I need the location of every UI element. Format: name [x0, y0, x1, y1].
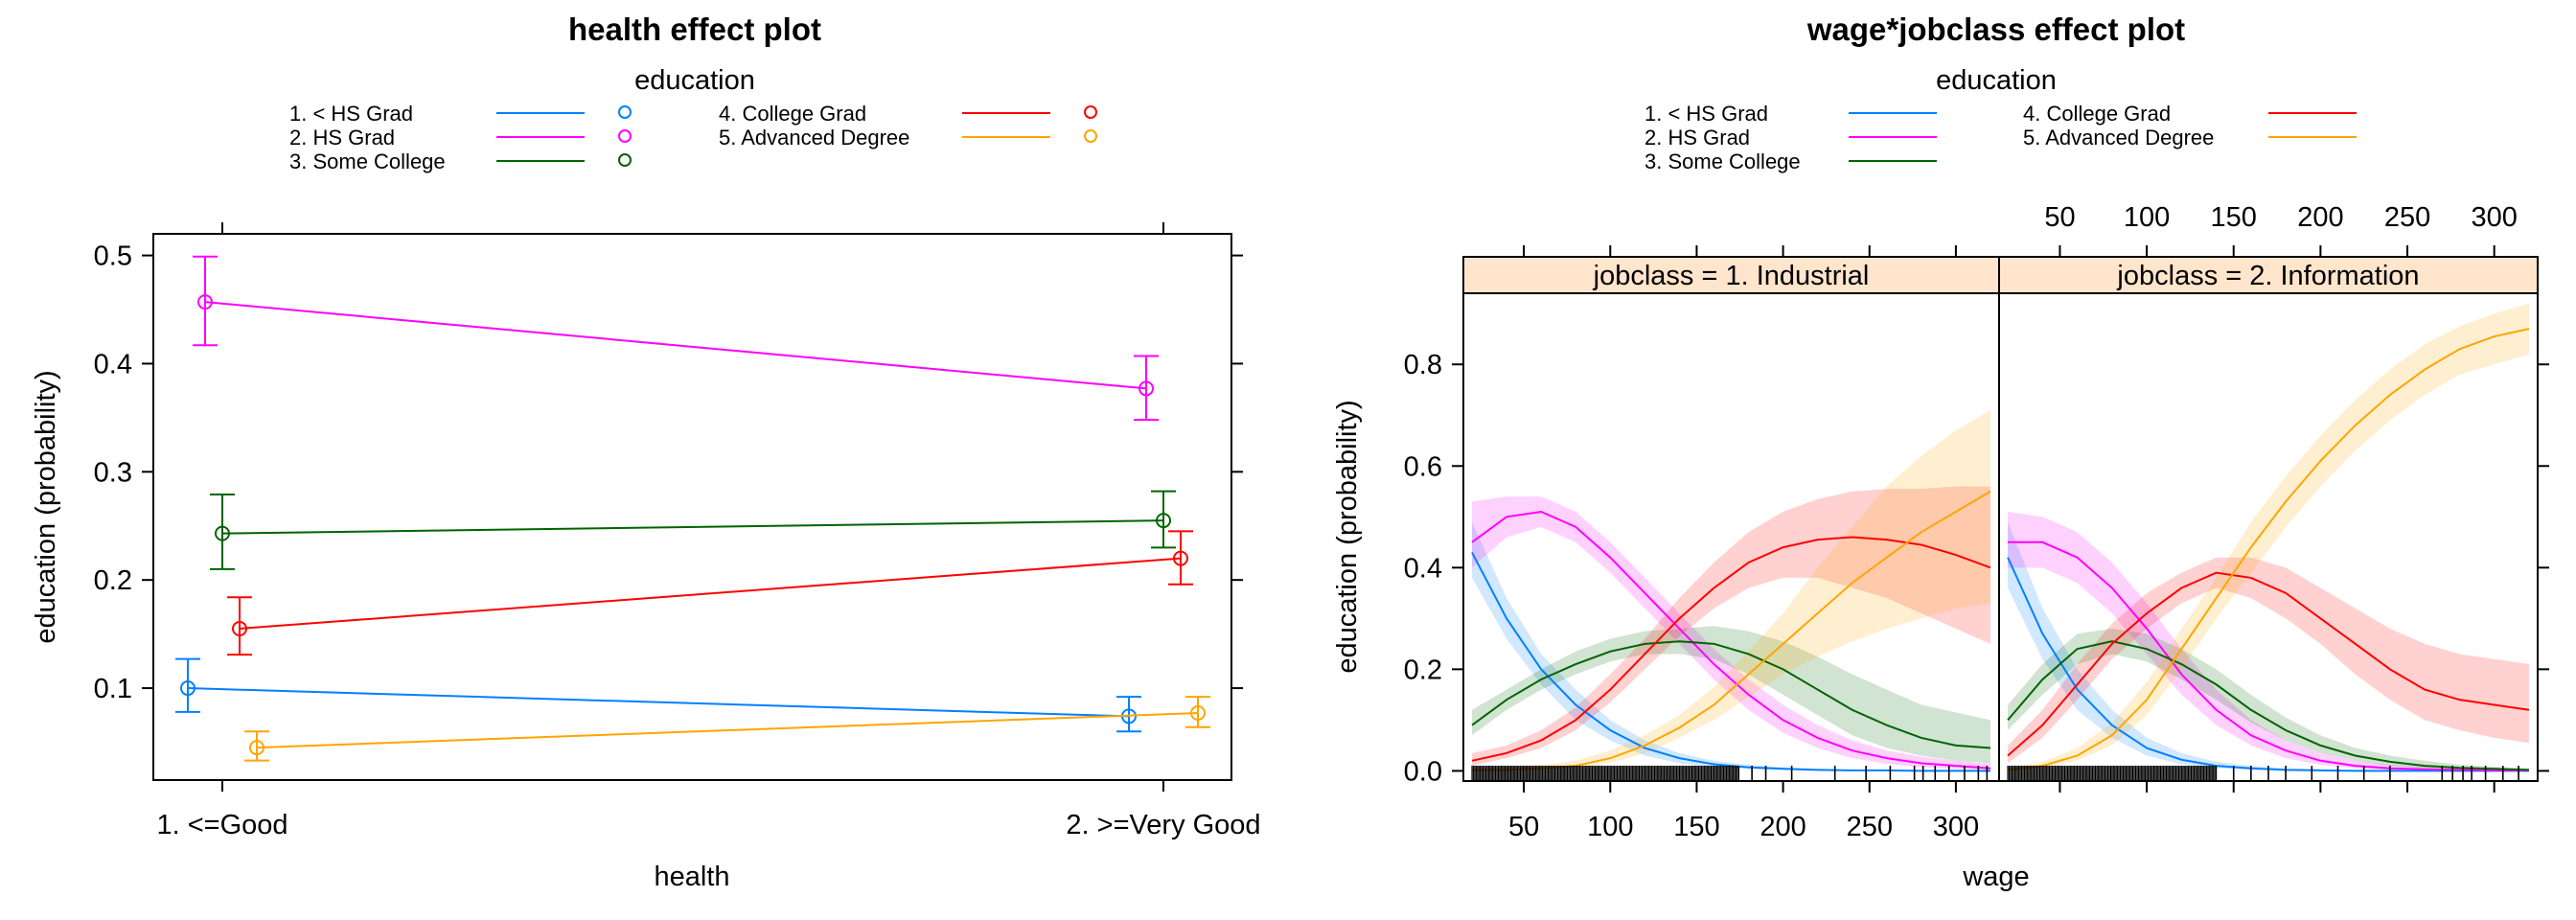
rug-2 — [2007, 766, 2519, 781]
point-5-advanced-degree — [1190, 705, 1206, 722]
chart2-xtick-label-top: 50 — [2044, 202, 2075, 233]
chart1-xlabel: health — [654, 862, 729, 892]
legend-point-1-hs-grad — [618, 105, 632, 119]
chart2-title: wage*jobclass effect plot — [1806, 12, 2185, 47]
chart2-xlabel: wage — [1962, 862, 2029, 892]
series-line-5-advanced-degree — [1472, 490, 1991, 771]
legend-label-4-college-grad: 4. College Grad — [2023, 102, 2171, 126]
strip-label-1: jobclass = 1. Industrial — [1593, 261, 1870, 291]
chart1-ytick-label: 0.1 — [94, 674, 132, 704]
chart2-ytick-label: 0.2 — [1404, 655, 1442, 685]
panel-frame-2 — [1998, 292, 2539, 782]
panel-content-2 — [2007, 303, 2530, 781]
chart2-xtick-label-bottom: 150 — [1673, 812, 1719, 842]
chart1-ytick-label: 0.5 — [94, 242, 132, 272]
legend-label-1-hs-grad: 1. < HS Grad — [289, 102, 413, 126]
chart2-xtick-label-top: 300 — [2471, 202, 2517, 233]
series-line-1-hs-grad — [1471, 551, 1990, 772]
chart2-ytick-label: 0.6 — [1404, 451, 1442, 482]
series-line-5-advanced-degree — [2007, 328, 2530, 771]
point-3-some-college — [215, 525, 230, 541]
series-line-2-hs-grad — [204, 301, 1147, 390]
point-2-hs-grad — [1138, 380, 1154, 397]
chart2-xtick-label-top: 100 — [2124, 202, 2170, 233]
series-line-3-some-college — [1471, 640, 1991, 749]
band-2-hs-grad — [1472, 496, 1990, 770]
chart2-panels: jobclass = 1. Industrial jobclass = 2. In… — [1462, 256, 2539, 782]
chart1-ytick-label: 0.4 — [94, 349, 132, 380]
legend-point-5-advanced-degree — [1084, 129, 1097, 143]
chart2-xtick-label-top: 250 — [2384, 202, 2430, 233]
rug-1 — [1471, 766, 1989, 781]
band-4-college-grad — [2008, 557, 2529, 764]
legend-label-1-hs-grad: 1. < HS Grad — [1644, 102, 1768, 126]
legend-label-4-college-grad: 4. College Grad — [719, 102, 866, 126]
chart2-xtick-label-top: 200 — [2297, 202, 2343, 233]
chart2-xtick-label-bottom: 200 — [1760, 812, 1806, 842]
strip-label-2: jobclass = 2. Information — [2116, 261, 2419, 291]
wage-jobclass-effect-plot: wage*jobclass effect plot education 1. <… — [1332, 12, 2549, 892]
chart1-plot-frame — [152, 233, 1232, 781]
chart1-title: health effect plot — [568, 12, 821, 47]
legend-label-5-advanced-degree: 5. Advanced Degree — [719, 126, 909, 150]
point-4-college-grad — [1173, 550, 1188, 566]
chart1-xtick-label: 1. <=Good — [156, 810, 288, 840]
chart2-xtick-label-bottom: 50 — [1508, 812, 1539, 842]
chart2-xtick-label-bottom: 250 — [1847, 812, 1893, 842]
chart1-ytick-label: 0.3 — [94, 457, 132, 488]
chart1-xtick-label: 2. >=Very Good — [1066, 810, 1260, 840]
chart1-legend-title: education — [634, 65, 755, 96]
panel-content-1 — [1471, 409, 1991, 781]
series-line-4-college-grad — [1471, 536, 1991, 762]
series-line-4-college-grad — [239, 557, 1182, 630]
legend-point-3-some-college — [618, 153, 632, 167]
legend-label-3-some-college: 3. Some College — [289, 150, 446, 173]
chart1-axes: 0.1 0.2 0.3 0.4 0.5 1. <=Good 2. >=Very Good — [94, 222, 1261, 840]
chart1-ylabel: education (probability) — [31, 370, 61, 643]
chart2-ytick-label: 0.4 — [1404, 553, 1442, 584]
band-3-some-college — [1472, 626, 1990, 764]
health-effect-plot: health effect plot education 1. < HS Gra… — [31, 12, 1261, 892]
chart2-xtick-label-top: 150 — [2211, 202, 2257, 233]
series-line-5-advanced-degree — [256, 712, 1199, 749]
point-1-hs-grad — [180, 680, 196, 697]
chart2-ytick-label: 0.0 — [1404, 756, 1442, 787]
panel-2: jobclass = 2. Information — [1998, 256, 2539, 782]
series-line-3-some-college — [221, 519, 1164, 535]
legend-point-4-college-grad — [1084, 105, 1097, 119]
point-2-hs-grad — [197, 294, 213, 310]
band-5-advanced-degree — [1472, 409, 1990, 771]
legend-label-2-hs-grad: 2. HS Grad — [1644, 126, 1750, 150]
chart2-xtick-label-bottom: 100 — [1587, 812, 1633, 842]
chart2-axes: 50 100 150 200 250 300 50 100 150 200 250 300 0.0 0.2… — [1404, 202, 2549, 842]
legend-label-5-advanced-degree: 5. Advanced Degree — [2023, 126, 2214, 150]
legend-label-2-hs-grad: 2. HS Grad — [289, 126, 395, 150]
chart2-xtick-label-bottom: 300 — [1933, 812, 1979, 842]
legend-point-2-hs-grad — [618, 129, 632, 143]
band-5-advanced-degree — [2008, 303, 2529, 770]
series-line-2-hs-grad — [1471, 510, 1991, 770]
chart2-ytick-label: 0.8 — [1404, 350, 1442, 380]
chart2-legend-title: education — [1936, 65, 2057, 96]
chart1-series — [175, 255, 1210, 762]
point-5-advanced-degree — [249, 740, 264, 756]
point-4-college-grad — [232, 620, 247, 636]
legend-label-3-some-college: 3. Some College — [1644, 150, 1801, 173]
band-2-hs-grad — [2008, 511, 2529, 771]
chart2-ylabel: education (probability) — [1332, 400, 1363, 673]
chart1-ytick-label: 0.2 — [94, 565, 132, 596]
point-3-some-college — [1156, 513, 1171, 529]
series-line-1-hs-grad — [187, 687, 1130, 718]
series-line-4-college-grad — [2007, 571, 2530, 757]
panel-1: jobclass = 1. Industrial — [1462, 256, 2000, 782]
